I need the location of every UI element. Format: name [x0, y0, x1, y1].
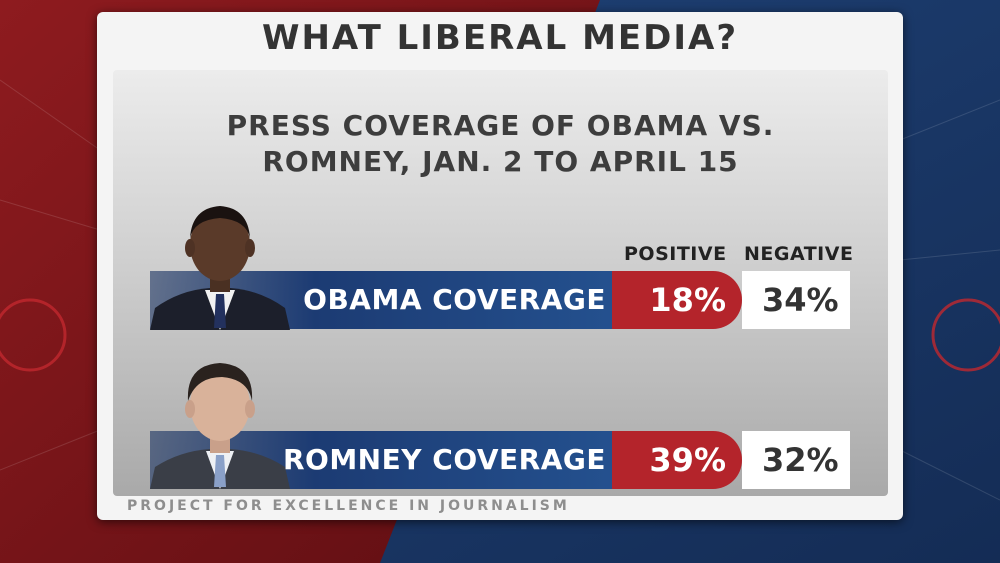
negative-cell-obama: 34%	[742, 271, 850, 329]
romney-photo	[150, 363, 290, 489]
source-credit: PROJECT FOR EXCELLENCE IN JOURNALISM	[127, 498, 570, 514]
data-row-obama: OBAMA COVERAGE 18% 34%	[150, 271, 850, 329]
positive-cell-romney: 39%	[612, 431, 742, 489]
negative-cell-romney: 32%	[742, 431, 850, 489]
column-header-positive: POSITIVE	[624, 243, 727, 265]
chart-title-line-2: ROMNEY, JAN. 2 TO APRIL 15	[262, 145, 739, 178]
column-header-negative: NEGATIVE	[744, 243, 854, 265]
negative-value-romney: 32%	[762, 441, 839, 479]
positive-value-obama: 18%	[649, 281, 726, 319]
headline: WHAT LIBERAL MEDIA?	[261, 18, 739, 58]
row-label-romney: ROMNEY COVERAGE	[282, 443, 606, 476]
positive-value-romney: 39%	[649, 441, 726, 479]
negative-value-obama: 34%	[762, 281, 839, 319]
positive-cell-obama: 18%	[612, 271, 742, 329]
chart-title-line-1: PRESS COVERAGE OF OBAMA VS.	[226, 109, 775, 142]
chart-title: PRESS COVERAGE OF OBAMA VS. ROMNEY, JAN.…	[113, 108, 888, 180]
row-label-obama: OBAMA COVERAGE	[303, 283, 606, 316]
obama-photo	[150, 206, 290, 330]
